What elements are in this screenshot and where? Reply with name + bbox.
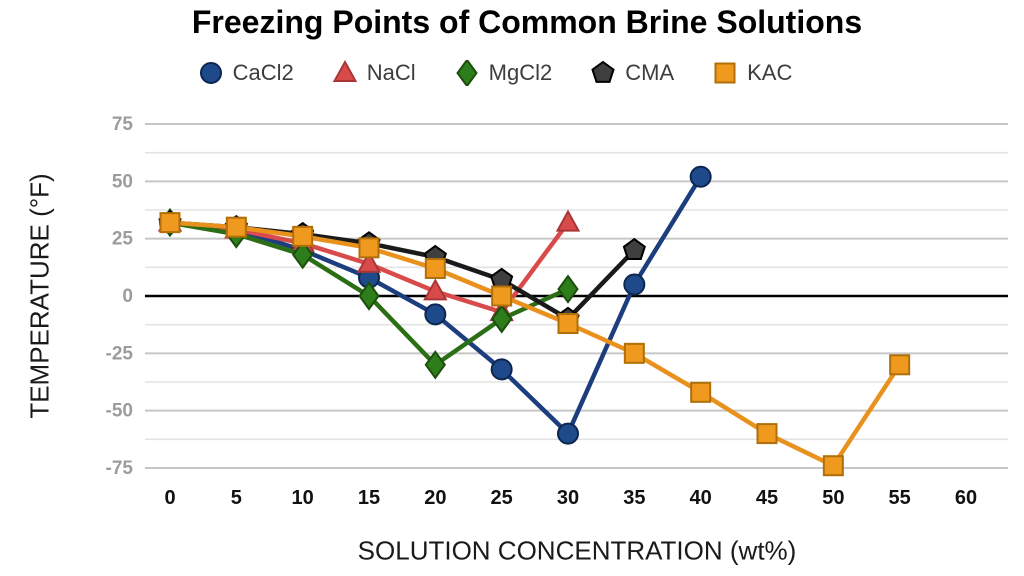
x-tick-label: 10: [292, 487, 314, 509]
x-tick-label: 35: [623, 487, 645, 509]
legend-marker-circle-icon: [199, 62, 222, 84]
x-tick-label: 15: [358, 487, 380, 509]
legend-marker-pentagon-icon: [591, 60, 615, 83]
chart-title: Freezing Points of Common Brine Solution…: [191, 4, 863, 40]
y-tick-labels: 75 50 25 0 -25 -50 -75: [106, 114, 134, 479]
marker-CaCl2: [199, 62, 222, 84]
legend-label: KAC: [747, 60, 793, 85]
marker-MgCl2: [424, 350, 447, 380]
x-tick-label: 20: [424, 487, 446, 509]
marker-KAC: [292, 225, 314, 247]
x-tick-label: 40: [690, 487, 712, 509]
y-tick-label: 0: [122, 286, 133, 307]
legend-label: CMA: [625, 60, 675, 85]
marker-KAC: [159, 212, 181, 234]
x-tick-labels: 0 5 10 15 20 25 30 35 40 45 50 55 60: [164, 487, 977, 509]
y-tick-label: -75: [106, 458, 134, 479]
marker-KAC: [491, 285, 513, 307]
line-KAC: [167, 220, 902, 468]
marker-KAC: [424, 257, 446, 279]
marker-CaCl2: [689, 165, 712, 188]
series-CaCl2: [159, 165, 712, 445]
marker-CaCl2: [623, 273, 646, 296]
marker-KAC: [225, 216, 247, 238]
legend-label: CaCl2: [232, 60, 294, 85]
marker-CMA: [622, 237, 646, 260]
marker-KAC: [756, 423, 778, 445]
legend-item-CaCl2: CaCl2: [198, 60, 294, 86]
marker-MgCl2: [291, 240, 314, 270]
marker-CMA: [591, 60, 615, 83]
x-tick-label: 30: [557, 487, 579, 509]
marker-KAC: [623, 342, 645, 364]
marker-CaCl2: [424, 303, 447, 326]
series-KAC: [159, 212, 911, 477]
legend-label: NaCl: [366, 60, 416, 85]
legend-item-NaCl: NaCl: [332, 60, 416, 86]
marker-MgCl2: [358, 281, 380, 311]
x-tick-label: 60: [955, 487, 977, 509]
marker-KAC: [714, 62, 736, 84]
marker-KAC: [822, 455, 844, 477]
marker-KAC: [690, 381, 712, 403]
marker-NaCl: [332, 60, 357, 82]
legend-item-CMA: CMA: [590, 60, 674, 86]
marker-KAC: [889, 354, 911, 376]
legend-item-KAC: KAC: [712, 60, 792, 86]
marker-NaCl: [423, 278, 448, 301]
x-tick-label: 5: [231, 487, 242, 509]
marker-MgCl2: [490, 304, 513, 334]
x-tick-label: 55: [889, 487, 911, 509]
y-tick-label: -25: [106, 343, 134, 364]
y-tick-label: 75: [112, 114, 134, 135]
marker-CaCl2: [490, 358, 513, 381]
legend-marker-diamond-icon: [455, 60, 478, 86]
x-axis-title: SOLUTION CONCENTRATION (wt%): [357, 535, 797, 566]
legend-item-MgCl2: MgCl2: [454, 60, 553, 86]
marker-NaCl: [555, 209, 581, 232]
marker-KAC: [557, 313, 579, 335]
marker-MgCl2: [455, 60, 478, 86]
legend-marker-triangle-icon: [332, 60, 357, 82]
marker-NaCl: [356, 250, 382, 273]
legend-label: MgCl2: [488, 60, 553, 85]
y-tick-label: 50: [112, 171, 133, 192]
y-tick-label: 25: [112, 229, 134, 250]
legend-marker-square-icon: [714, 62, 736, 84]
chart-legend: CaCl2 NaCl MgCl2 CMA KAC: [0, 58, 990, 88]
x-tick-label: 25: [491, 487, 513, 509]
marker-CaCl2: [557, 422, 579, 445]
x-tick-label: 50: [822, 487, 844, 509]
y-tick-label: -50: [106, 401, 133, 422]
marker-MgCl2: [557, 274, 579, 304]
x-tick-label: 0: [164, 487, 175, 509]
marker-KAC: [358, 237, 380, 259]
x-tick-label: 45: [756, 487, 778, 509]
